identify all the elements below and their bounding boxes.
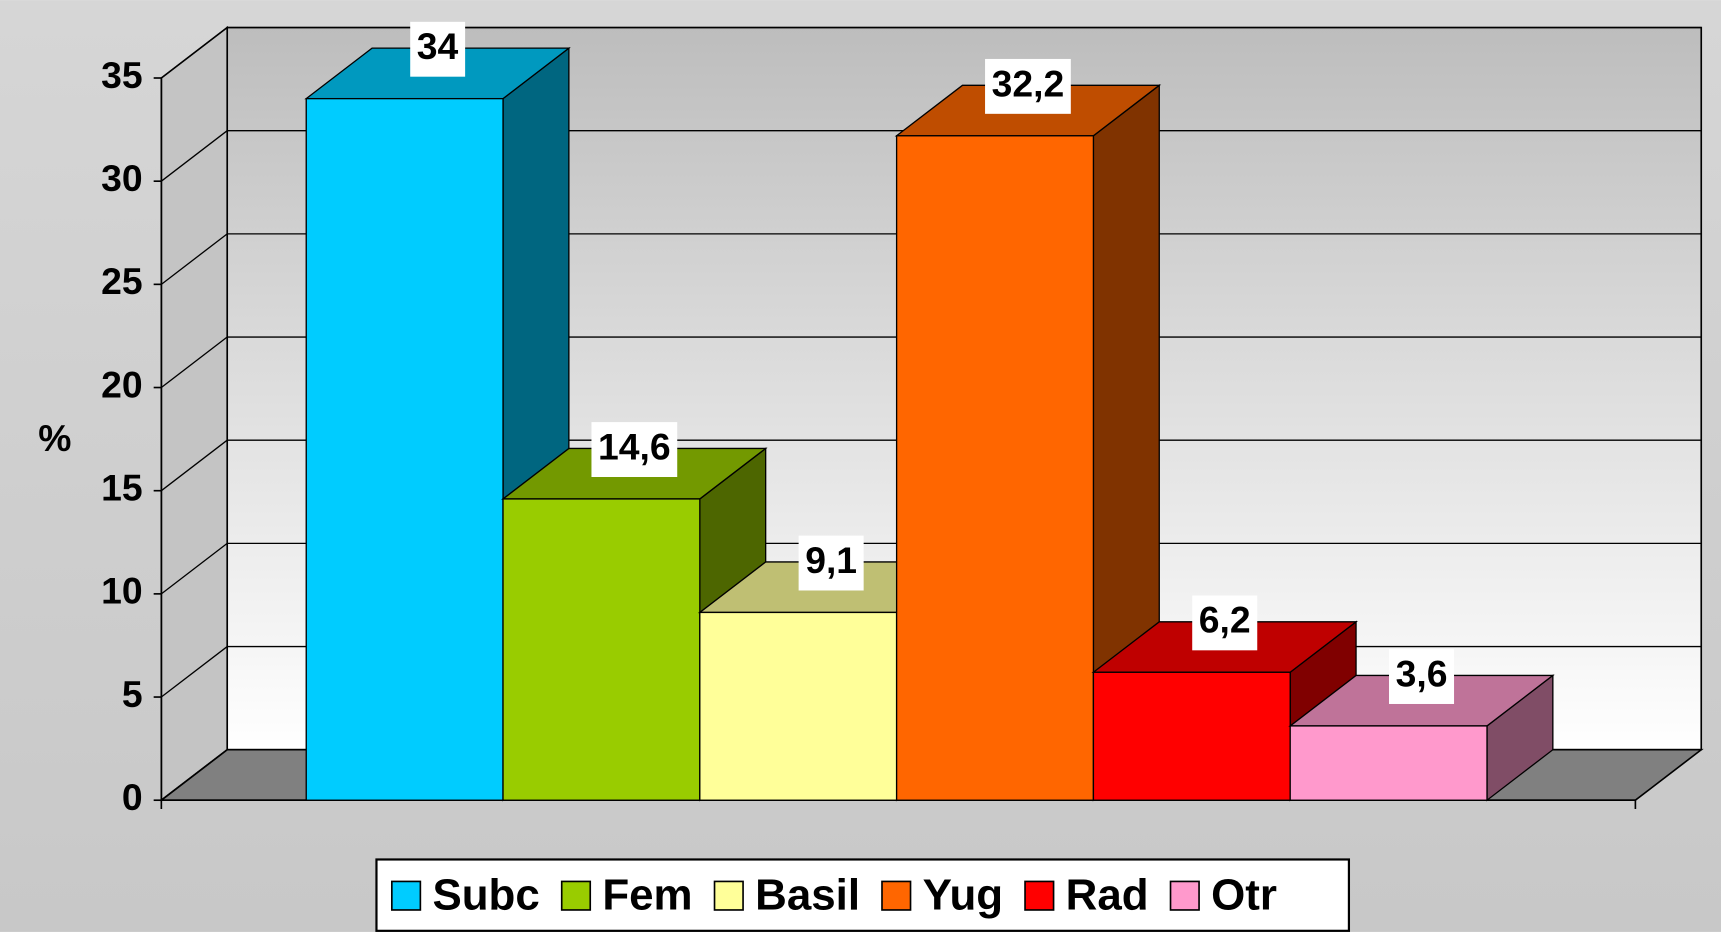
y-tick-label: 30 (101, 157, 143, 199)
y-tick-label: 35 (101, 54, 143, 96)
grid-line (160, 26, 228, 79)
value-label: 14,6 (598, 425, 671, 467)
y-tick-label: 15 (101, 467, 143, 509)
legend-swatch (881, 880, 912, 911)
value-label-box (410, 21, 466, 77)
value-label-box (798, 535, 864, 591)
legend-swatch (1169, 880, 1200, 911)
value-label-box (985, 58, 1071, 114)
side-wall (160, 25, 229, 802)
grid-line (160, 233, 228, 285)
bar (895, 135, 1095, 801)
legend-swatch (713, 880, 744, 911)
legend-label: Subc (432, 870, 539, 919)
legend-label: Basil (755, 870, 860, 919)
legend-swatch (560, 880, 592, 911)
legend-label: Yug (923, 870, 1003, 919)
legend-label: Rad (1066, 870, 1149, 919)
y-tick-label: 25 (101, 260, 143, 302)
y-tick-label: 5 (122, 673, 143, 715)
value-label-box (1389, 649, 1455, 704)
grid-line (160, 646, 228, 698)
value-label: 3,6 (1396, 652, 1448, 694)
bar (699, 611, 898, 801)
value-label: 34 (417, 25, 459, 67)
y-axis-label: % (38, 417, 71, 459)
value-label: 9,1 (805, 539, 857, 581)
grid-line (160, 336, 228, 389)
grid-line (160, 439, 228, 492)
y-tick-label: 20 (101, 363, 143, 405)
y-tick-label: 0 (122, 776, 143, 818)
value-label: 32,2 (992, 62, 1065, 104)
grid-line (160, 542, 228, 595)
value-label-box (1192, 595, 1258, 651)
legend-label: Otr (1211, 870, 1277, 919)
grid-line (160, 749, 228, 801)
grid-line (160, 130, 228, 182)
value-label-box (591, 422, 678, 477)
bar (502, 498, 701, 801)
y-tick-label: 10 (101, 570, 143, 612)
value-label: 6,2 (1199, 599, 1251, 641)
bar (305, 97, 504, 801)
legend-swatch (1024, 880, 1055, 911)
legend-label: Fem (602, 870, 692, 919)
legend-swatch (391, 880, 422, 911)
bar (1289, 725, 1488, 801)
bar (1092, 671, 1291, 801)
